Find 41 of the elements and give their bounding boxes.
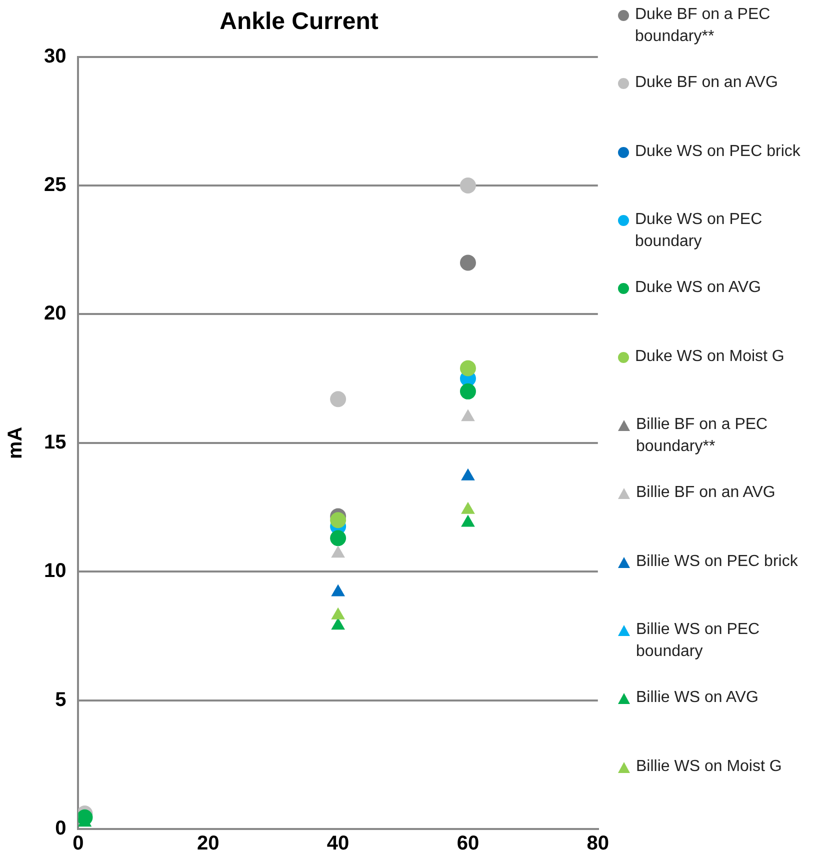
point xyxy=(461,514,475,527)
x-tick-label: 80 xyxy=(586,832,609,855)
point xyxy=(460,254,476,271)
point xyxy=(330,391,346,408)
point xyxy=(461,502,475,514)
point xyxy=(460,383,476,400)
legend-label: Billie WS on PEC brick xyxy=(636,552,799,572)
point xyxy=(331,618,345,630)
legend-label: Duke WS on PEC boundary xyxy=(635,210,764,252)
legend-label: Duke BF on a PEC boundary** xyxy=(635,5,772,47)
legend-label: Duke WS on Moist G xyxy=(635,346,786,367)
x-tick-label: 60 xyxy=(456,832,480,855)
point xyxy=(460,178,476,194)
x-tick-label: 0 xyxy=(72,832,84,855)
x-tick-label: 20 xyxy=(197,832,220,855)
legend-label: Billie WS on AVG xyxy=(636,688,760,708)
point xyxy=(460,360,476,376)
y-tick-label: 15 xyxy=(44,431,66,454)
point xyxy=(331,607,345,620)
legend-label: Billie WS on Moist G xyxy=(636,756,783,777)
y-tick-label: 0 xyxy=(55,818,66,840)
point xyxy=(331,546,345,558)
y-tick-label: 5 xyxy=(55,688,66,711)
y-tick-label: 25 xyxy=(44,174,66,196)
legend-label: Billie BF on an AVG xyxy=(636,483,776,504)
y-tick-label: 20 xyxy=(44,302,66,325)
x-tick-label: 40 xyxy=(326,832,350,855)
y-axis-title: mA xyxy=(4,426,27,460)
y-tick-label: 30 xyxy=(44,45,66,68)
point xyxy=(330,512,346,528)
legend-label: Billie WS on PEC boundary xyxy=(636,620,761,662)
point xyxy=(461,409,475,422)
chart-title: Ankle Current xyxy=(220,8,378,36)
y-tick-label: 10 xyxy=(44,560,66,582)
point xyxy=(461,468,475,480)
point xyxy=(330,530,346,546)
point xyxy=(331,584,345,596)
legend-label: Duke WS on AVG xyxy=(635,278,762,298)
legend-label: Duke WS on PEC brick xyxy=(635,142,802,162)
legend-label: Billie BF on a PEC boundary** xyxy=(636,415,769,457)
legend-label: Duke BF on an AVG xyxy=(635,73,779,94)
